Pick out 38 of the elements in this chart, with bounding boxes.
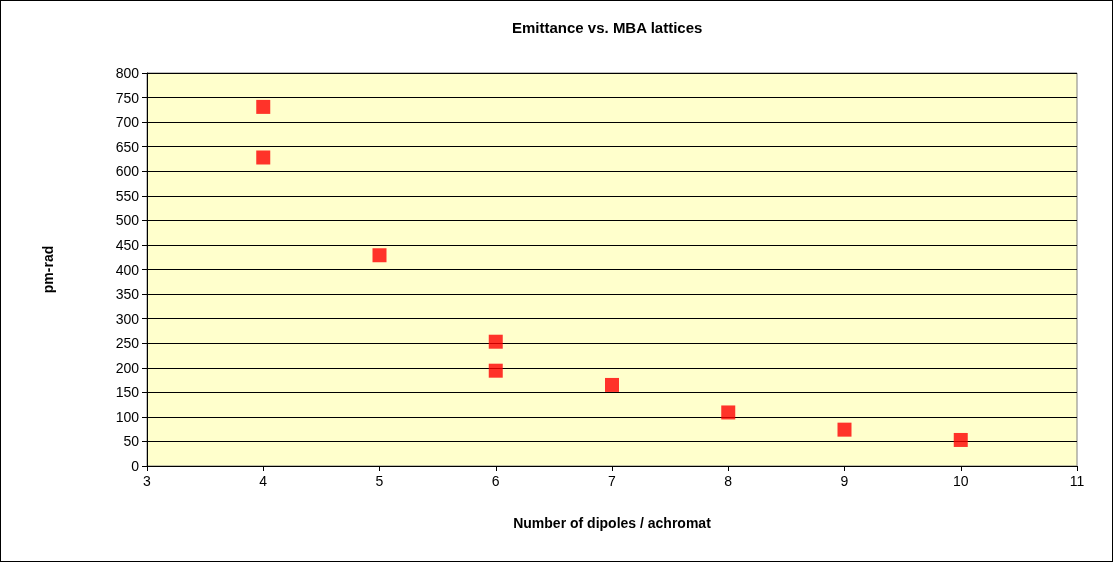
y-tick-label: 650 — [115, 138, 140, 155]
x-tick-label: 5 — [375, 473, 384, 489]
y-tick-label: 550 — [115, 187, 140, 204]
x-tick-label: 11 — [1069, 473, 1085, 489]
point — [372, 248, 387, 263]
point — [256, 99, 271, 114]
y-tick-label: 600 — [115, 163, 140, 180]
x-tick-label: 10 — [952, 473, 969, 489]
x-tick-label: 6 — [491, 473, 500, 489]
y-tick-label: 350 — [115, 286, 140, 303]
x-tick-label: 4 — [259, 473, 268, 489]
point — [837, 422, 852, 437]
point — [605, 377, 619, 392]
point — [488, 334, 503, 349]
x-axis-title: Number of dipoles / achromat — [513, 515, 712, 531]
y-tick-label: 100 — [115, 408, 140, 425]
y-tick-label: 150 — [115, 384, 140, 401]
y-tick-label: 0 — [131, 458, 140, 474]
x-tick-label: 3 — [143, 473, 152, 489]
y-tick-label: 800 — [115, 65, 140, 81]
y-tick-label: 450 — [115, 236, 140, 253]
point — [256, 150, 271, 165]
y-tick-label: 400 — [115, 261, 140, 278]
y-tick-label: 500 — [115, 212, 140, 229]
x-tick-label: 8 — [724, 473, 733, 489]
y-tick-label: 700 — [115, 114, 140, 131]
x-tick-label: 9 — [840, 473, 849, 489]
y-tick-label: 300 — [115, 310, 140, 327]
y-tick-label: 750 — [115, 89, 140, 106]
point — [953, 432, 968, 447]
y-tick-label: 50 — [123, 433, 140, 450]
y-tick-label: 200 — [115, 359, 140, 376]
y-tick-label: 250 — [115, 335, 140, 352]
chart-title: Emittance vs. MBA lattices — [512, 19, 703, 36]
point — [488, 363, 503, 378]
point — [721, 405, 736, 420]
y-axis-title: pm-rad — [40, 245, 56, 294]
x-tick-label: 7 — [608, 473, 617, 489]
